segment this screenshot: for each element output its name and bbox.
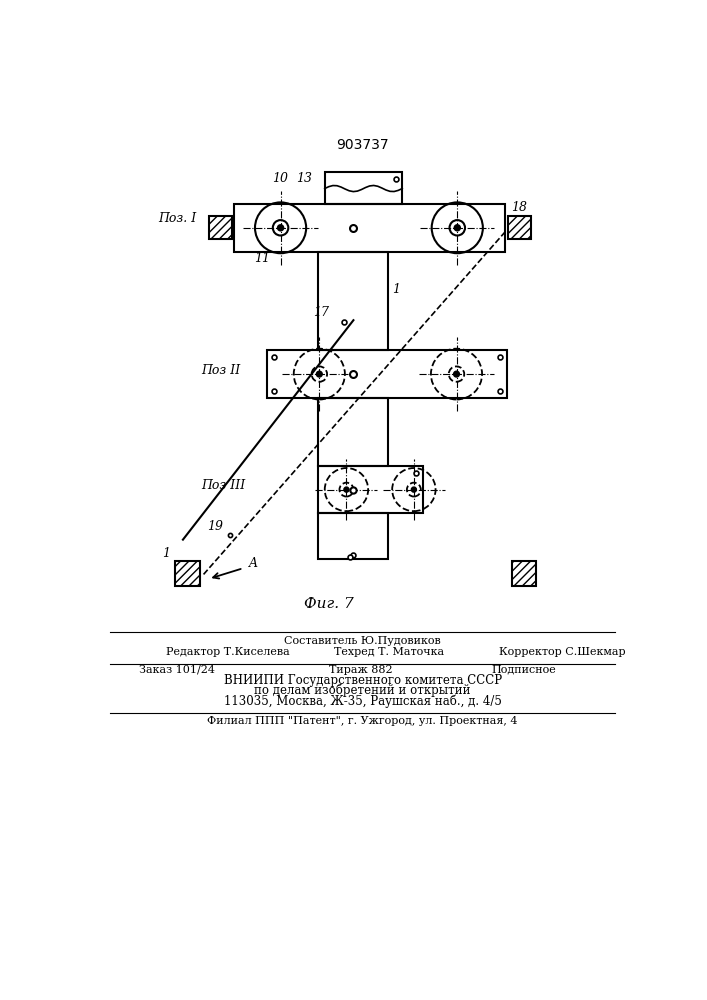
Text: 11: 11 bbox=[254, 252, 270, 265]
Text: 10: 10 bbox=[273, 172, 288, 185]
Bar bbox=[234, 204, 506, 252]
Bar bbox=[317, 513, 387, 559]
Text: 903737: 903737 bbox=[337, 138, 389, 152]
Circle shape bbox=[278, 225, 284, 230]
Text: Поз III: Поз III bbox=[201, 479, 245, 492]
Bar bbox=[317, 252, 387, 350]
Text: Заказ 101/24: Заказ 101/24 bbox=[139, 665, 215, 675]
Bar bbox=[512, 561, 537, 586]
Text: Поз II: Поз II bbox=[201, 364, 240, 377]
Bar bbox=[209, 216, 232, 239]
Text: A: A bbox=[249, 557, 258, 570]
Text: Редактор Т.Киселева: Редактор Т.Киселева bbox=[166, 647, 290, 657]
Text: Подписное: Подписное bbox=[491, 665, 556, 675]
Circle shape bbox=[455, 225, 460, 230]
Text: 1: 1 bbox=[392, 283, 400, 296]
Text: 19: 19 bbox=[207, 520, 223, 533]
Circle shape bbox=[344, 487, 349, 492]
Text: ВНИИПИ Государственного комитета СССР: ВНИИПИ Государственного комитета СССР bbox=[223, 674, 502, 687]
Circle shape bbox=[411, 487, 416, 492]
Circle shape bbox=[317, 371, 322, 377]
Bar bbox=[267, 350, 507, 398]
Bar bbox=[317, 466, 423, 513]
Text: 18: 18 bbox=[510, 201, 527, 214]
Text: 13: 13 bbox=[296, 172, 312, 185]
Text: Тираж 882: Тираж 882 bbox=[329, 665, 392, 675]
Text: Филиал ППП "Патент", г. Ужгород, ул. Проектная, 4: Филиал ППП "Патент", г. Ужгород, ул. Про… bbox=[207, 716, 518, 726]
Text: Корректор С.Шекмар: Корректор С.Шекмар bbox=[499, 647, 626, 657]
Text: Техред Т. Маточка: Техред Т. Маточка bbox=[334, 647, 444, 657]
Text: 1: 1 bbox=[163, 547, 170, 560]
Bar bbox=[508, 216, 531, 239]
Text: Составитель Ю.Пудовиков: Составитель Ю.Пудовиков bbox=[284, 636, 441, 646]
Text: Фиг. 7: Фиг. 7 bbox=[304, 597, 354, 611]
Bar bbox=[325, 172, 402, 204]
Bar bbox=[175, 561, 200, 586]
Circle shape bbox=[454, 371, 460, 377]
Text: 17: 17 bbox=[312, 306, 329, 319]
Bar bbox=[317, 398, 387, 466]
Text: 113035, Москва, Ж-35, Раушская наб., д. 4/5: 113035, Москва, Ж-35, Раушская наб., д. … bbox=[224, 695, 502, 708]
Text: по делам изобретений и открытий: по делам изобретений и открытий bbox=[255, 684, 471, 697]
Text: Поз. I: Поз. I bbox=[158, 212, 197, 225]
